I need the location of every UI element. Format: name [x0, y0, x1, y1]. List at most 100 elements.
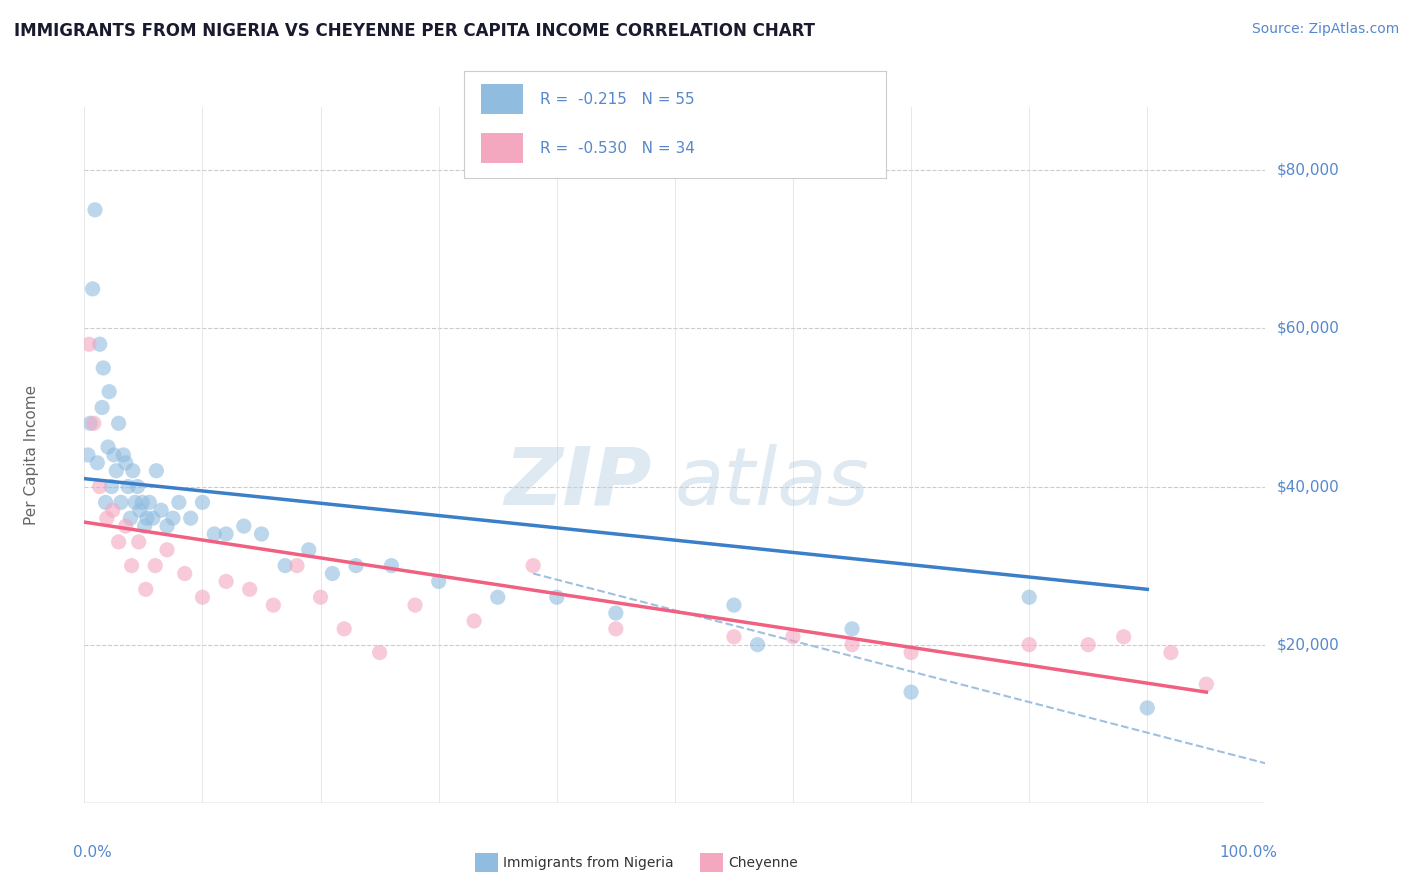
- Point: [368, 646, 391, 660]
- Point: [82, 282, 104, 296]
- Point: [83, 417, 105, 431]
- Point: [215, 574, 238, 589]
- Point: [136, 511, 159, 525]
- Point: [167, 495, 190, 509]
- Text: ZIP: ZIP: [503, 443, 651, 522]
- Point: [191, 591, 214, 605]
- Text: $80,000: $80,000: [1277, 163, 1340, 178]
- Point: [215, 527, 238, 541]
- Bar: [481, 134, 523, 163]
- Point: [1112, 630, 1135, 644]
- Point: [723, 598, 745, 612]
- Point: [463, 614, 485, 628]
- Point: [1018, 638, 1040, 652]
- Point: [121, 558, 143, 573]
- Point: [841, 622, 863, 636]
- Point: [285, 558, 308, 573]
- Point: [900, 685, 922, 699]
- Point: [333, 622, 356, 636]
- Point: [131, 495, 153, 509]
- Point: [145, 464, 167, 478]
- Point: [97, 440, 120, 454]
- Point: [98, 384, 121, 399]
- Point: [94, 495, 117, 509]
- Text: atlas: atlas: [675, 443, 870, 522]
- Point: [127, 479, 149, 493]
- Point: [114, 456, 136, 470]
- Point: [173, 566, 195, 581]
- Point: [782, 630, 804, 644]
- Point: [91, 401, 114, 415]
- Text: IMMIGRANTS FROM NIGERIA VS CHEYENNE PER CAPITA INCOME CORRELATION CHART: IMMIGRANTS FROM NIGERIA VS CHEYENNE PER …: [14, 22, 815, 40]
- Point: [124, 495, 146, 509]
- Bar: [481, 84, 523, 114]
- Point: [605, 606, 627, 620]
- Point: [747, 638, 769, 652]
- Point: [380, 558, 402, 573]
- Point: [1077, 638, 1099, 652]
- Point: [101, 503, 124, 517]
- Point: [112, 448, 135, 462]
- Point: [117, 479, 139, 493]
- Text: R =  -0.530   N = 34: R = -0.530 N = 34: [540, 141, 695, 156]
- Point: [128, 535, 150, 549]
- Point: [142, 511, 165, 525]
- Point: [404, 598, 426, 612]
- Point: [427, 574, 450, 589]
- Text: 0.0%: 0.0%: [73, 845, 111, 860]
- Point: [1160, 646, 1182, 660]
- Point: [180, 511, 202, 525]
- Point: [105, 464, 128, 478]
- Point: [121, 464, 143, 478]
- Point: [191, 495, 214, 509]
- Point: [232, 519, 254, 533]
- Point: [77, 448, 100, 462]
- Point: [135, 582, 157, 597]
- Point: [1018, 591, 1040, 605]
- Point: [79, 417, 101, 431]
- Point: [546, 591, 568, 605]
- Point: [522, 558, 544, 573]
- Point: [143, 558, 166, 573]
- Point: [900, 646, 922, 660]
- Point: [110, 495, 132, 509]
- Text: $20,000: $20,000: [1277, 637, 1340, 652]
- Point: [841, 638, 863, 652]
- Point: [156, 519, 179, 533]
- Point: [138, 495, 160, 509]
- Point: [120, 511, 142, 525]
- Text: $40,000: $40,000: [1277, 479, 1340, 494]
- Point: [321, 566, 343, 581]
- Point: [1136, 701, 1159, 715]
- Point: [202, 527, 225, 541]
- Point: [150, 503, 173, 517]
- Point: [114, 519, 136, 533]
- Point: [107, 535, 129, 549]
- Point: [486, 591, 509, 605]
- Point: [262, 598, 284, 612]
- Point: [86, 456, 108, 470]
- Point: [239, 582, 262, 597]
- Point: [309, 591, 332, 605]
- Text: $60,000: $60,000: [1277, 321, 1340, 336]
- Point: [1195, 677, 1218, 691]
- Text: Immigrants from Nigeria: Immigrants from Nigeria: [503, 855, 673, 870]
- Text: Per Capita Income: Per Capita Income: [24, 384, 39, 525]
- Point: [89, 479, 111, 493]
- Point: [96, 511, 118, 525]
- Point: [250, 527, 273, 541]
- Point: [344, 558, 367, 573]
- Point: [103, 448, 125, 462]
- Point: [156, 542, 179, 557]
- Point: [91, 361, 114, 376]
- Point: [162, 511, 184, 525]
- Text: R =  -0.215   N = 55: R = -0.215 N = 55: [540, 92, 695, 107]
- Point: [605, 622, 627, 636]
- Point: [107, 417, 129, 431]
- Point: [274, 558, 297, 573]
- Point: [84, 202, 107, 217]
- Point: [128, 503, 150, 517]
- Text: Cheyenne: Cheyenne: [728, 855, 799, 870]
- Point: [77, 337, 100, 351]
- Point: [89, 337, 111, 351]
